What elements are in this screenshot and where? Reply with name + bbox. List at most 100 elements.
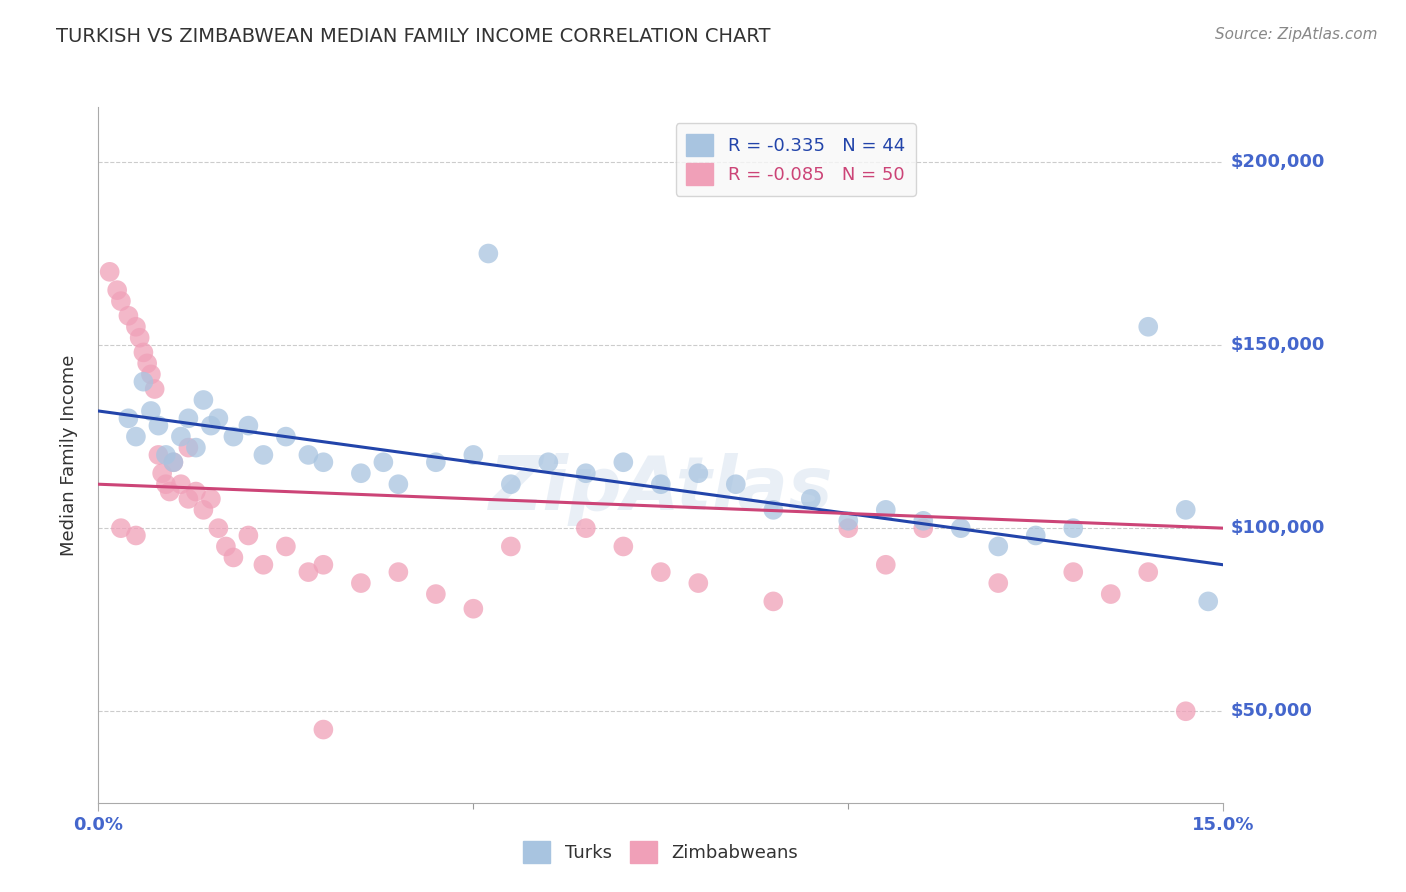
Point (274, 540, 297, 554)
Point (238, 418, 260, 433)
Legend: Turks, Zimbabweans: Turks, Zimbabweans (516, 834, 806, 871)
Point (170, 477, 193, 491)
Point (987, 576, 1010, 591)
Point (117, 411, 139, 425)
Point (1137, 319, 1160, 334)
Point (110, 294, 132, 309)
Point (238, 528, 260, 542)
Point (125, 429, 148, 443)
Point (170, 429, 193, 443)
Text: $200,000: $200,000 (1230, 153, 1324, 171)
Point (143, 382, 166, 396)
Point (128, 331, 150, 345)
Point (207, 521, 229, 535)
Point (425, 587, 447, 601)
Point (274, 429, 297, 443)
Point (125, 319, 148, 334)
Point (105, 283, 128, 297)
Point (1174, 503, 1197, 517)
Point (350, 467, 373, 481)
Text: $50,000: $50,000 (1230, 702, 1312, 720)
Point (762, 503, 785, 517)
Point (136, 356, 159, 370)
Point (875, 503, 897, 517)
Point (222, 550, 245, 565)
Point (650, 565, 672, 579)
Point (688, 467, 710, 481)
Point (837, 521, 859, 535)
Point (252, 448, 274, 462)
Point (200, 491, 222, 506)
Point (98, 265, 121, 279)
Text: TURKISH VS ZIMBABWEAN MEDIAN FAMILY INCOME CORRELATION CHART: TURKISH VS ZIMBABWEAN MEDIAN FAMILY INCO… (56, 27, 770, 45)
Point (252, 558, 274, 572)
Point (1099, 587, 1122, 601)
Point (575, 467, 598, 481)
Point (222, 429, 245, 443)
Point (110, 521, 132, 535)
Point (177, 491, 200, 506)
Point (499, 477, 522, 491)
Point (612, 455, 634, 469)
Point (193, 392, 215, 407)
Point (1197, 594, 1219, 608)
Point (387, 565, 409, 579)
Point (1137, 565, 1160, 579)
Point (499, 540, 522, 554)
Point (117, 309, 139, 323)
Text: ZipAtlas: ZipAtlas (488, 453, 834, 526)
Point (688, 576, 710, 591)
Point (1025, 528, 1047, 542)
Point (312, 723, 335, 737)
Point (312, 558, 335, 572)
Point (912, 521, 935, 535)
Point (148, 418, 170, 433)
Point (987, 540, 1010, 554)
Point (575, 521, 598, 535)
Point (800, 491, 823, 506)
Point (912, 514, 935, 528)
Text: $100,000: $100,000 (1230, 519, 1324, 537)
Point (148, 448, 170, 462)
Point (463, 448, 485, 462)
Point (650, 477, 672, 491)
Point (477, 246, 499, 260)
Point (139, 368, 162, 382)
Point (297, 448, 319, 462)
Point (463, 601, 485, 615)
Point (837, 514, 859, 528)
Point (162, 455, 184, 469)
Point (177, 441, 200, 455)
Point (207, 411, 229, 425)
Point (184, 441, 207, 455)
Point (162, 455, 184, 469)
Point (762, 594, 785, 608)
Point (132, 345, 155, 359)
Point (125, 528, 148, 542)
Point (949, 521, 972, 535)
Point (297, 565, 319, 579)
Point (150, 467, 173, 481)
Point (1174, 704, 1197, 718)
Text: $150,000: $150,000 (1230, 336, 1324, 354)
Y-axis label: Median Family Income: Median Family Income (59, 354, 77, 556)
Point (537, 455, 560, 469)
Point (612, 540, 634, 554)
Point (215, 540, 238, 554)
Point (1062, 565, 1084, 579)
Point (200, 418, 222, 433)
Point (373, 455, 395, 469)
Point (184, 484, 207, 499)
Point (875, 558, 897, 572)
Point (425, 455, 447, 469)
Point (132, 375, 155, 389)
Point (155, 477, 177, 491)
Point (724, 477, 747, 491)
Point (1062, 521, 1084, 535)
Point (312, 455, 335, 469)
Point (387, 477, 409, 491)
Point (159, 484, 181, 499)
Point (193, 503, 215, 517)
Text: Source: ZipAtlas.com: Source: ZipAtlas.com (1215, 27, 1378, 42)
Point (350, 576, 373, 591)
